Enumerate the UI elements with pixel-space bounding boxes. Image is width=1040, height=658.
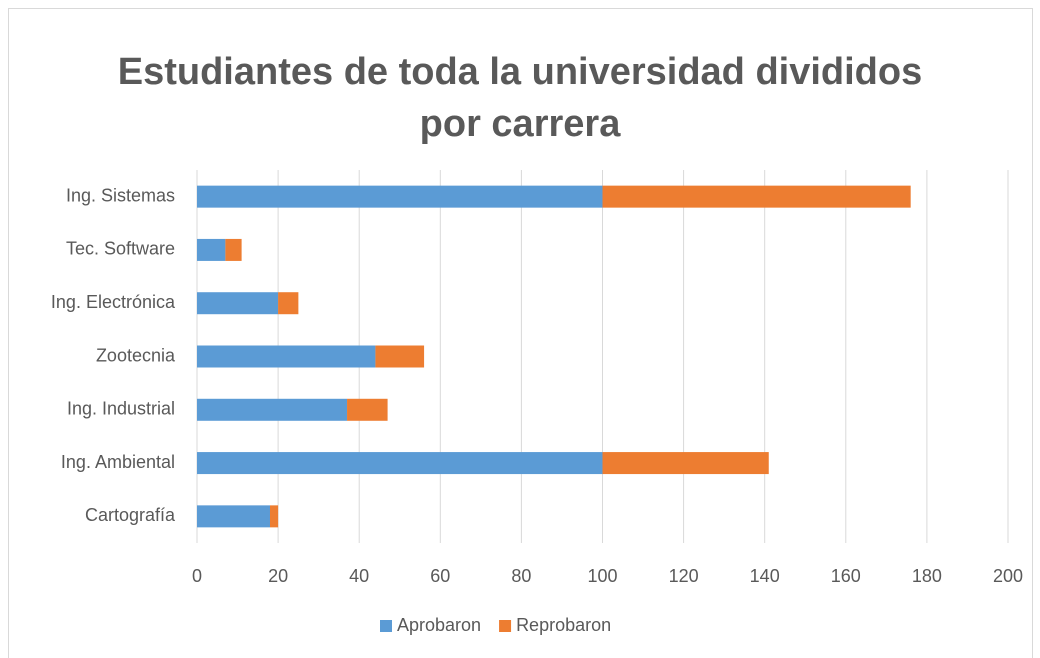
x-tick-label: 40 — [349, 566, 369, 586]
legend-swatch — [499, 620, 512, 632]
bar-segment — [197, 398, 348, 421]
legend-label: Aprobaron — [397, 615, 481, 635]
legend-swatch — [380, 620, 392, 632]
bar-segment — [347, 398, 388, 421]
x-tick-label: 20 — [268, 566, 288, 586]
bar-segment — [269, 505, 279, 528]
x-tick-label: 60 — [430, 566, 450, 586]
y-tick-label: Cartografía — [85, 505, 176, 525]
bar-segment — [375, 345, 425, 368]
x-tick-label: 80 — [511, 566, 531, 586]
bar-segment — [602, 452, 769, 475]
x-tick-label: 160 — [831, 566, 861, 586]
x-tick-label: 200 — [993, 566, 1023, 586]
x-tick-label: 0 — [192, 566, 202, 586]
x-tick-label: 180 — [912, 566, 942, 586]
y-tick-label: Ing. Ambiental — [61, 452, 175, 472]
bar-segment — [197, 505, 270, 528]
x-tick-label: 120 — [669, 566, 699, 586]
y-tick-label: Ing. Electrónica — [51, 292, 176, 312]
bar-segment — [602, 185, 911, 208]
bar-segment — [197, 452, 603, 475]
legend-label: Reprobaron — [516, 615, 611, 635]
y-tick-label: Ing. Industrial — [67, 399, 175, 419]
bar-segment — [197, 292, 279, 315]
bar-segment — [225, 238, 242, 261]
chart-border — [8, 8, 1033, 658]
chart-title: Estudiantes de toda la universidad divid… — [117, 51, 923, 145]
bar-segment — [197, 238, 226, 261]
y-tick-label: Ing. Sistemas — [66, 185, 175, 205]
x-tick-label: 100 — [587, 566, 617, 586]
x-tick-label: 140 — [750, 566, 780, 586]
bar-segment — [197, 345, 376, 368]
bar-segment — [197, 185, 603, 208]
y-tick-label: Zootecnia — [96, 345, 176, 365]
y-tick-label: Tec. Software — [66, 239, 175, 259]
bar-segment — [278, 292, 299, 315]
